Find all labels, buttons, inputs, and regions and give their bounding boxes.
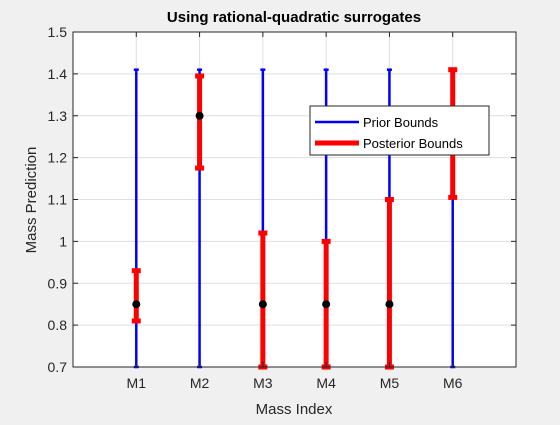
x-tick-label: M2 (190, 375, 210, 391)
y-tick-label: 0.7 (48, 359, 68, 375)
x-tick-label: M6 (443, 375, 463, 391)
point-estimate-marker (385, 300, 394, 309)
x-tick-label: M1 (127, 375, 147, 391)
y-ticks: 0.7 0.8 0.9 1 1.1 1.2 1.3 1.4 1.5 (48, 24, 516, 375)
y-tick-label: 0.8 (48, 317, 68, 333)
y-tick-label: 1.2 (48, 150, 68, 166)
legend-prior-label: Prior Bounds (363, 115, 439, 130)
y-tick-label: 1.4 (48, 66, 68, 82)
x-tick-label: M3 (253, 375, 273, 391)
point-estimate-marker (132, 300, 141, 309)
x-tick-label: M4 (316, 375, 336, 391)
point-estimate-marker (258, 300, 267, 309)
x-tick-label: M5 (380, 375, 400, 391)
y-tick-label: 1 (59, 233, 67, 249)
y-tick-label: 1.1 (48, 192, 68, 208)
point-estimates-layer (132, 111, 394, 309)
legend-posterior-label: Posterior Bounds (363, 136, 463, 151)
point-estimate-marker (195, 111, 204, 120)
x-axis-label: Mass Index (256, 401, 333, 418)
y-tick-label: 1.3 (48, 108, 68, 124)
legend: Prior Bounds Posterior Bounds (309, 105, 490, 156)
x-ticks: M1 M2 M3 M4 M5 M6 (127, 32, 463, 391)
y-tick-label: 0.9 (48, 275, 68, 291)
point-estimate-marker (322, 300, 331, 309)
chart-title: Using rational-quadratic surrogates (167, 9, 421, 26)
y-axis-label: Mass Prediction (23, 147, 40, 254)
y-tick-label: 1.5 (48, 24, 68, 40)
legend-box (309, 105, 490, 156)
